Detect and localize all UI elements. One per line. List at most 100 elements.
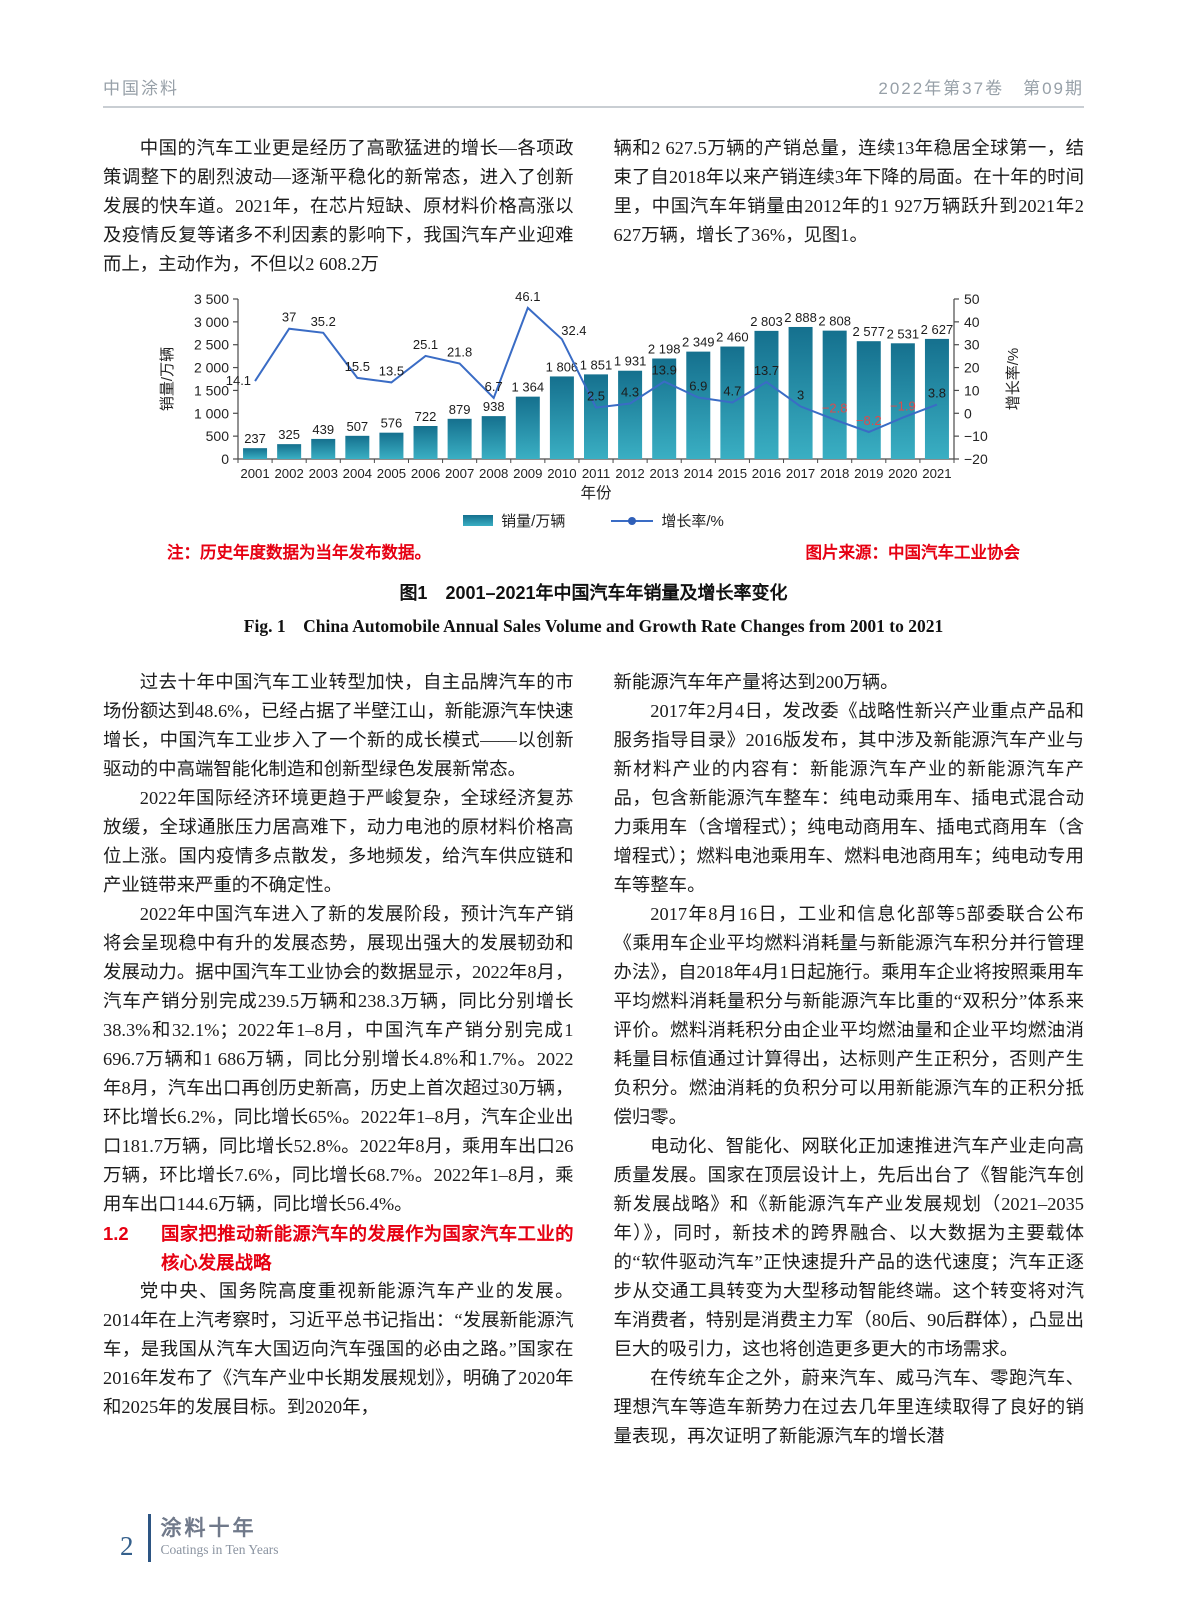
x-tick-label: 2006 [410,466,439,481]
legend-label: 销量/万辆 [501,513,566,530]
x-tick-label: 2010 [547,466,576,481]
bar-value-label: 1 364 [511,380,544,395]
growth-value-label: 21.8 [446,344,471,359]
page-footer: 2 涂料十年 Coatings in Ten Years [120,1514,279,1562]
intro-left-column: 中国的汽车工业更是经历了高歌猛进的增长—各项政策调整下的剧烈波动—逐渐平稳化的新… [103,134,574,279]
bar-value-label: 507 [346,419,368,434]
growth-value-label: 6.7 [484,379,502,394]
bar-swatch-icon [463,515,494,526]
left-tick-label: 2 500 [193,337,228,353]
paragraph: 过去十年中国汽车工业转型加快，自主品牌汽车的市场份额达到48.6%，已经占据了半… [103,672,574,779]
intro-right-column: 辆和2 627.5万辆的产销总量，连续13年稳居全球第一，结束了自2018年以来… [614,134,1085,279]
x-tick-label: 2017 [785,466,814,481]
right-tick-label: 10 [964,382,980,398]
x-tick-label: 2002 [274,466,303,481]
bar-value-label: 1 851 [579,357,612,372]
bar-value-label: 2 888 [784,310,817,325]
x-tick-label: 2020 [888,466,917,481]
right-tick-label: 40 [964,314,980,330]
growth-value-label: −8.2 [855,413,881,428]
x-tick-label: 2016 [751,466,780,481]
growth-value-label: 3 [796,387,803,402]
bar-value-label: 2 803 [750,314,783,329]
paragraph: 2022年国际经济环境更趋于严峻复杂，全球经济复苏放缓，全球通胀压力居高难下，动… [103,788,574,895]
intro-section: 中国的汽车工业更是经历了高歌猛进的增长—各项政策调整下的剧烈波动—逐渐平稳化的新… [103,134,1084,279]
bar [856,341,881,459]
body-right-column: 新能源汽车年产量将达到200万辆。 2017年2月4日，发改委《战略性新兴产业重… [614,668,1085,1516]
bar [890,343,915,459]
page-header: 中国涂料 2022年第37卷 第09期 [103,74,1084,108]
bar [344,435,369,459]
bar-value-label: 2 627 [920,322,953,337]
paragraph: 中国的汽车工业更是经历了高歌猛进的增长—各项政策调整下的剧烈波动—逐渐平稳化的新… [103,138,574,274]
left-tick-label: 3 500 [193,291,228,307]
bar-value-label: 2 460 [716,330,749,345]
x-tick-label: 2001 [240,466,269,481]
x-tick-label: 2003 [308,466,337,481]
section-number: 1.2 [103,1223,129,1244]
body-left-column: 过去十年中国汽车工业转型加快，自主品牌汽车的市场份额达到48.6%，已经占据了半… [103,668,574,1516]
bar [413,425,438,459]
left-axis-title: 销量/万辆 [159,347,176,411]
section-heading-1-2: 1.2 国家把推动新能源汽车的发展作为国家汽车工业的核心发展战略 [103,1219,574,1277]
bar-value-label: 2 577 [852,324,885,339]
right-tick-label: −20 [964,451,988,467]
right-tick-label: 0 [964,405,972,421]
legend-label: 增长率/% [661,513,724,530]
figure-1: 0 500 1 000 1 500 2 000 2 500 3 000 3 500 −20 −10… [103,289,1084,638]
right-tick-label: 30 [964,337,980,353]
bar [242,448,267,459]
footer-divider [147,1514,151,1562]
bar [651,358,676,459]
bar-value-label: 1 931 [613,354,646,369]
x-tick-label: 2011 [581,466,609,481]
bar-value-label: 722 [414,409,436,424]
growth-value-label: 37 [281,310,295,325]
bar [378,432,403,459]
right-axis-title: 增长率/% [1005,348,1022,411]
growth-value-label: 25.1 [412,337,437,352]
right-tick-label: 50 [964,291,980,307]
section-title: 国家把推动新能源汽车的发展作为国家汽车工业的核心发展战略 [161,1223,574,1273]
legend-item-sales: 销量/万辆 [463,510,565,531]
x-tick-label: 2009 [513,466,542,481]
paragraph: 在传统车企之外，蔚来汽车、威马汽车、零跑汽车、理想汽车等造车新势力在过去几年里连… [613,1368,1085,1446]
bar [753,330,778,459]
bar [685,351,710,459]
bar [583,374,608,459]
page-number: 2 [120,1531,134,1561]
x-tick-label: 2015 [717,466,746,481]
bar-value-label: 2 198 [647,342,680,357]
x-tick-label: 2021 [922,466,951,481]
bar-value-label: 2 349 [682,335,715,350]
growth-value-label: 46.1 [515,289,540,304]
bar [310,438,335,459]
bar [924,338,949,459]
left-tick-label: 1 000 [193,405,228,421]
growth-value-label: 4.3 [621,384,639,399]
legend-item-growth: 增长率/% [611,510,724,531]
growth-value-label: 32.4 [561,323,586,338]
bar [447,418,472,459]
left-tick-label: 1 500 [193,382,228,398]
growth-value-label: 2.5 [586,389,604,404]
growth-value-label: 3.8 [927,386,945,401]
growth-value-label: −2.8 [821,401,847,416]
bar-value-label: 237 [244,431,266,446]
bar-value-label: 439 [312,422,334,437]
figure-note-left: 注：历史年度数据为当年发布数据。 [167,543,431,562]
growth-value-label: 14.1 [225,373,250,388]
bar-value-label: 325 [278,427,300,442]
bar-value-label: 879 [448,402,470,417]
figure-note-source: 图片来源：中国汽车工业协会 [805,543,1021,562]
growth-value-label: 6.9 [689,379,707,394]
issue-info: 2022年第37卷 第09期 [878,79,1084,98]
x-tick-label: 2012 [615,466,644,481]
figure-caption-en: Fig. 1 China Automobile Annual Sales Vol… [243,616,944,636]
x-tick-label: 2014 [683,466,712,481]
left-tick-label: 0 [221,451,229,467]
left-tick-label: 500 [205,428,229,444]
right-tick-label: −10 [964,428,988,444]
